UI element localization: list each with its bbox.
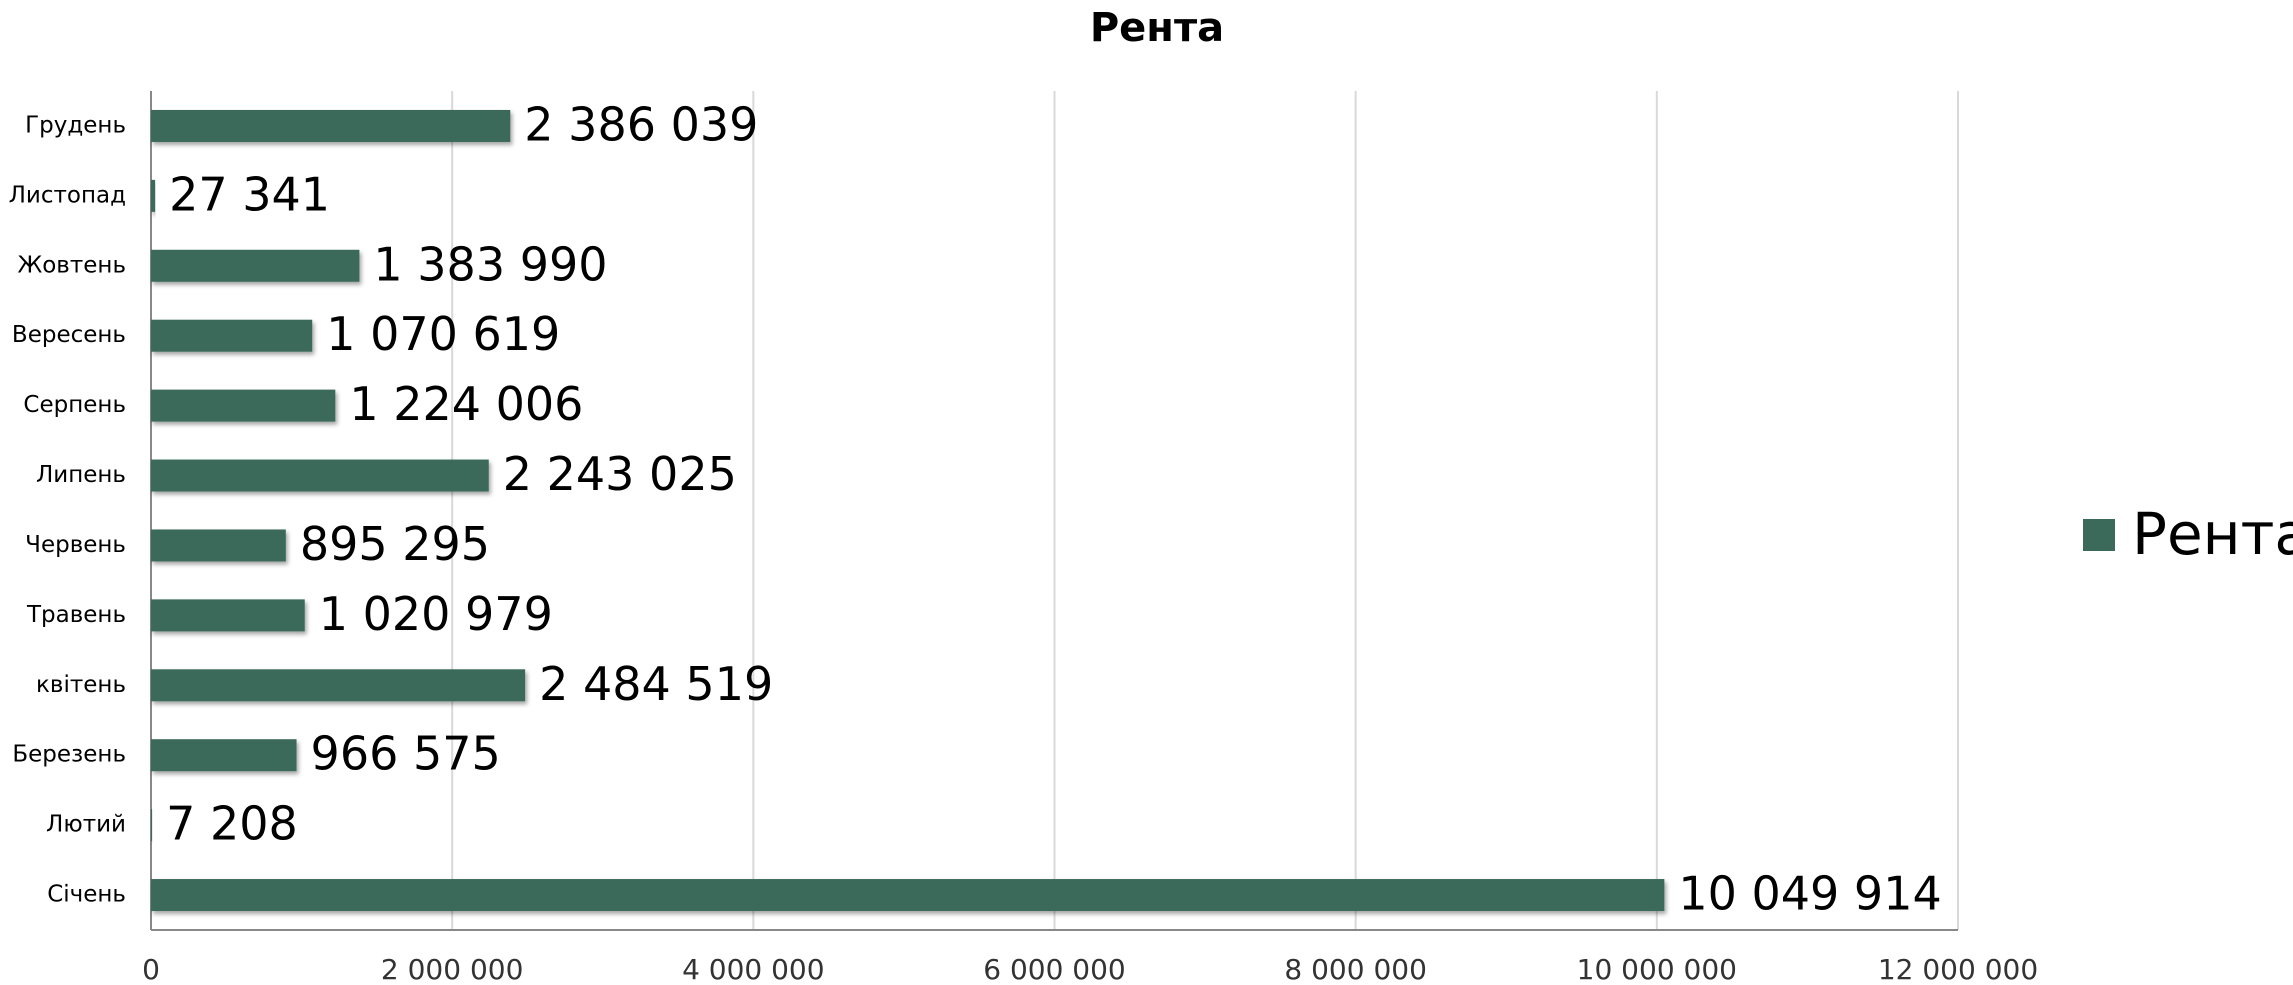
x-tick-label: 2 000 000	[381, 953, 524, 985]
data-label: 1 224 006	[349, 377, 583, 431]
bar	[151, 529, 286, 562]
x-tick-label: 12 000 000	[1878, 953, 2038, 985]
bar	[151, 599, 305, 632]
bar	[151, 459, 489, 492]
y-tick-label: Липень	[36, 462, 126, 488]
data-label: 10 049 914	[1678, 867, 1941, 921]
y-tick-label: Серпень	[23, 392, 126, 418]
y-tick-label: Травень	[26, 602, 126, 628]
x-tick-label: 0	[142, 953, 160, 985]
chart-title: Рента	[1090, 5, 1224, 51]
bar	[151, 669, 526, 702]
data-label: 895 295	[300, 517, 490, 571]
data-label: 27 341	[169, 167, 330, 221]
legend-label: Рента	[2132, 500, 2293, 568]
bar	[151, 249, 360, 282]
data-label: 7 208	[166, 797, 298, 851]
x-tick-label: 4 000 000	[682, 953, 825, 985]
data-label: 2 484 519	[539, 657, 773, 711]
bar	[151, 879, 1665, 912]
bar	[151, 389, 336, 422]
y-tick-label: квітень	[36, 672, 126, 698]
x-tick-label: 8 000 000	[1284, 953, 1427, 985]
bar	[151, 109, 511, 142]
bar	[151, 809, 153, 842]
x-tick-label: 10 000 000	[1577, 953, 1737, 985]
data-label: 1 070 619	[326, 307, 560, 361]
data-label: 2 386 039	[524, 97, 758, 151]
bar	[151, 179, 156, 212]
x-tick-label: 6 000 000	[983, 953, 1126, 985]
legend-swatch	[2083, 519, 2115, 551]
bar	[151, 319, 313, 352]
y-tick-label: Червень	[25, 532, 126, 558]
data-label: 1 020 979	[319, 587, 553, 641]
data-label: 1 383 990	[373, 237, 607, 291]
y-tick-label: Січень	[47, 882, 126, 908]
y-tick-label: Жовтень	[17, 252, 126, 278]
y-tick-label: Грудень	[25, 112, 126, 138]
data-label: 2 243 025	[503, 447, 737, 501]
y-tick-label: Лютий	[46, 812, 126, 838]
y-tick-label: Березень	[12, 742, 126, 768]
bar	[151, 739, 297, 772]
y-tick-label: Вересень	[12, 322, 126, 348]
data-label: 966 575	[311, 727, 501, 781]
y-tick-label: Листопад	[9, 182, 126, 208]
